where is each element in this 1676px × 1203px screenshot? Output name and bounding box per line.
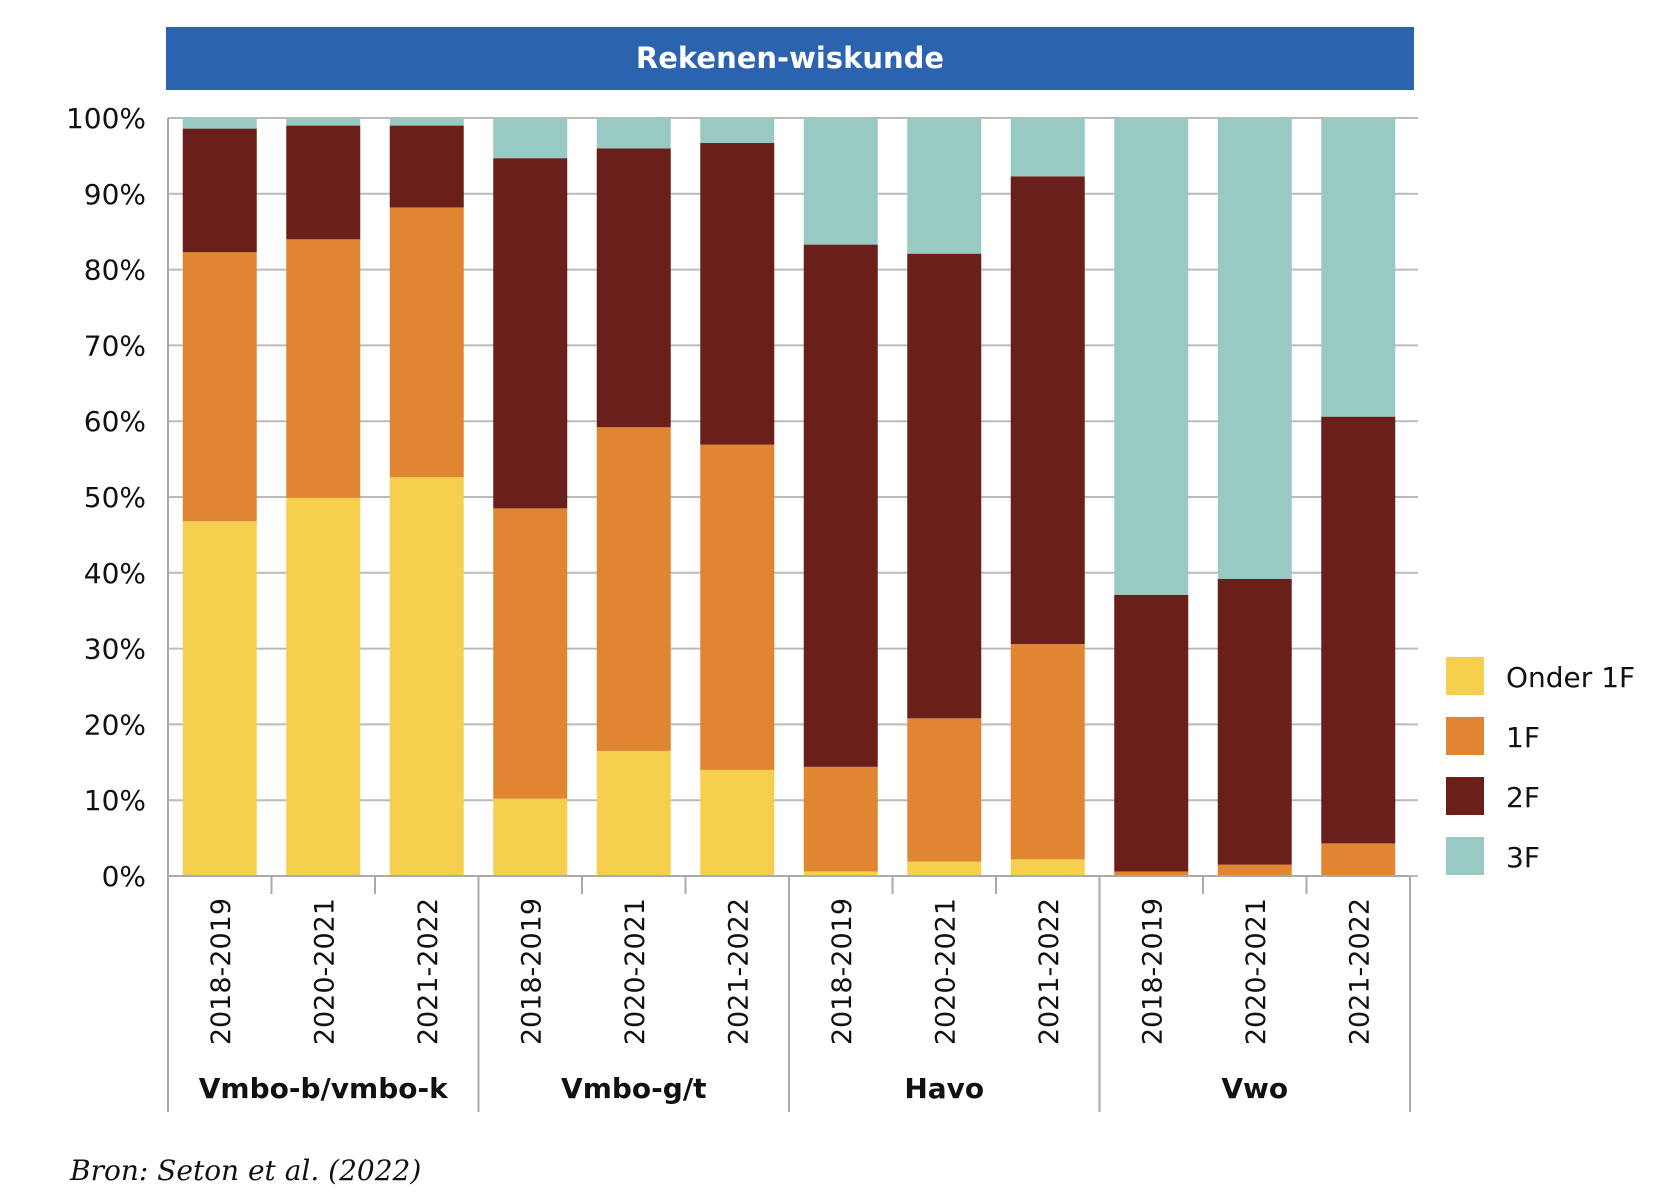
- x-tick-label: 2021-2022: [723, 898, 754, 1045]
- bar-segment: [389, 118, 464, 126]
- legend-label: 2F: [1506, 781, 1540, 814]
- y-tick-label: 0%: [102, 860, 146, 893]
- bar-segment: [1010, 176, 1085, 645]
- chart-title: Rekenen-wiskunde: [636, 41, 944, 75]
- bar-segment: [907, 118, 982, 254]
- bar-segment: [700, 143, 775, 445]
- y-tick-label: 100%: [66, 102, 146, 135]
- bar-segment: [596, 118, 671, 149]
- bar-segment: [907, 253, 982, 719]
- source-note: Bron: Seton et al. (2022): [69, 1154, 421, 1187]
- x-tick-label: 2020-2021: [1241, 898, 1272, 1045]
- bar-segment: [1321, 416, 1396, 844]
- bar-segment: [1114, 118, 1189, 595]
- legend-label: Onder 1F: [1506, 661, 1635, 694]
- group-label: Vwo: [1221, 1072, 1288, 1105]
- bar-segment: [1114, 594, 1189, 872]
- bar-segment: [596, 750, 671, 876]
- x-tick-label: 2018-2019: [206, 898, 237, 1045]
- legend-label: 1F: [1506, 721, 1540, 754]
- bar-segment: [700, 118, 775, 144]
- bar-segment: [1010, 118, 1085, 177]
- bar-segment: [1010, 644, 1085, 860]
- y-tick-label: 40%: [84, 557, 146, 590]
- x-tick-label: 2021-2022: [413, 898, 444, 1045]
- bar-segment: [1217, 578, 1292, 865]
- bar-segment: [389, 477, 464, 876]
- y-tick-label: 70%: [84, 329, 146, 362]
- bar-segment: [1010, 859, 1085, 876]
- legend-swatch: [1446, 777, 1484, 815]
- x-tick-label: 2020-2021: [309, 898, 340, 1045]
- bar-segment: [700, 769, 775, 876]
- y-tick-label: 30%: [84, 633, 146, 666]
- y-tick-label: 20%: [84, 708, 146, 741]
- y-tick-label: 50%: [84, 481, 146, 514]
- group-label: Vmbo-b/vmbo-k: [199, 1072, 449, 1105]
- bar-segment: [907, 718, 982, 862]
- bar-segment: [182, 118, 257, 129]
- bar-segment: [596, 427, 671, 751]
- bar-segment: [493, 798, 568, 876]
- x-tick-label: 2018-2019: [516, 898, 547, 1045]
- x-tick-label: 2020-2021: [620, 898, 651, 1045]
- legend-label: 3F: [1506, 841, 1540, 874]
- bar-segment: [803, 871, 878, 876]
- bar-segment: [1114, 871, 1189, 876]
- bar-segment: [1321, 843, 1396, 876]
- y-tick-label: 60%: [84, 405, 146, 438]
- bar-segment: [596, 148, 671, 428]
- bar-segment: [803, 244, 878, 767]
- bar-segment: [182, 128, 257, 253]
- bar-segment: [700, 444, 775, 770]
- group-label: Havo: [904, 1072, 984, 1105]
- y-tick-label: 10%: [84, 784, 146, 817]
- bar-segment: [493, 118, 568, 159]
- bar-segment: [286, 118, 361, 126]
- title-bar: [166, 27, 1414, 90]
- x-tick-label: 2021-2022: [1034, 898, 1065, 1045]
- x-tick-label: 2018-2019: [1137, 898, 1168, 1045]
- legend-swatch: [1446, 837, 1484, 875]
- legend-swatch: [1446, 717, 1484, 755]
- bar-segment: [286, 497, 361, 876]
- bar-segment: [493, 508, 568, 799]
- bar-segment: [803, 766, 878, 872]
- bar-segment: [907, 861, 982, 876]
- bar-segment: [182, 521, 257, 876]
- legend-swatch: [1446, 657, 1484, 695]
- y-tick-label: 80%: [84, 254, 146, 287]
- bar-segment: [493, 158, 568, 509]
- x-tick-label: 2018-2019: [827, 898, 858, 1045]
- bar-segment: [182, 252, 257, 522]
- bar-segment: [389, 207, 464, 478]
- bar-segment: [389, 125, 464, 208]
- bar-segment: [286, 125, 361, 240]
- bar-segment: [1217, 864, 1292, 876]
- group-label: Vmbo-g/t: [561, 1072, 706, 1105]
- y-tick-label: 90%: [84, 178, 146, 211]
- bar-segment: [803, 118, 878, 245]
- bar-segment: [1217, 118, 1292, 579]
- bar-segment: [286, 239, 361, 498]
- x-tick-label: 2021-2022: [1344, 898, 1375, 1045]
- x-tick-label: 2020-2021: [930, 898, 961, 1045]
- bar-segment: [1321, 118, 1396, 417]
